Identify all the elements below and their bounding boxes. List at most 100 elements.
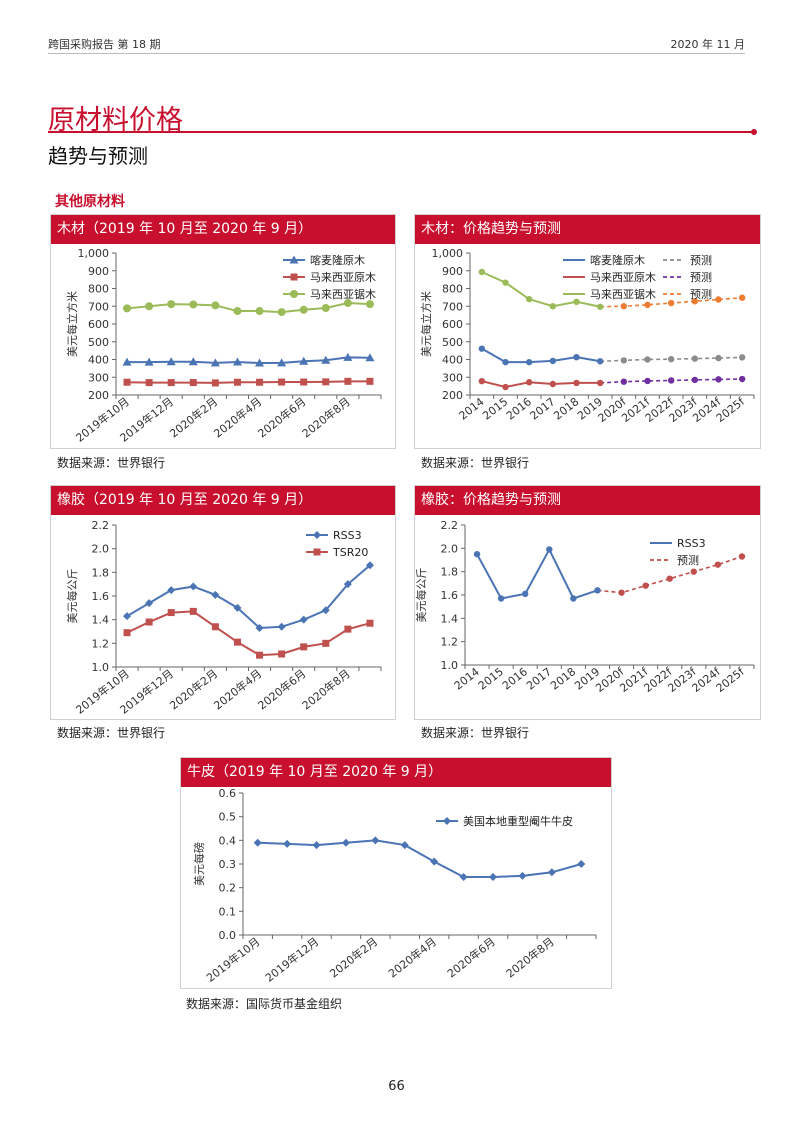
rubber-history-chart: 1.01.21.41.61.82.02.22019年10月2019年12月202… [65, 519, 382, 717]
x-tick-label: 2015 [476, 665, 506, 692]
header-date: 2020 年 11 月 [670, 38, 745, 51]
legend-label: 预测 [677, 554, 699, 567]
legend-label: 马来西亚锯木 [310, 287, 376, 301]
header-divider [48, 53, 745, 54]
forecast-point [738, 294, 746, 301]
legend: RSS3 TSR20 [306, 529, 368, 559]
data-point [256, 378, 264, 386]
page-subtitle: 趋势与预测 [48, 144, 148, 168]
series [123, 377, 374, 387]
data-point [525, 379, 533, 386]
chart-panel-wood-forecast: 木材：价格趋势与预测 200 300 400 500 600 700 800 900 1,000… [414, 214, 761, 449]
data-point [255, 623, 264, 632]
x-tick-label: 2017 [524, 665, 554, 692]
data-point [189, 300, 198, 309]
forecast-point [691, 298, 699, 305]
forecast-line [597, 555, 743, 594]
chart-panel-title: 木材（2019 年 10 月至 2020 年 9 月） [51, 215, 395, 244]
data-point [343, 352, 353, 361]
legend-label: TSR20 [332, 546, 368, 559]
legend-marker [313, 531, 321, 539]
forecast-point [667, 299, 675, 307]
page-number: 66 [388, 1079, 405, 1094]
legend-label: 预测 [690, 288, 712, 301]
data-point [596, 358, 604, 365]
rubber-history-source: 数据来源：世界银行 [57, 726, 166, 740]
data-point [344, 625, 352, 633]
y-axis-title: 美元每立方米 [65, 291, 79, 357]
data-point [549, 380, 557, 388]
data-point [211, 623, 219, 631]
series-line [127, 380, 370, 384]
data-point [573, 379, 580, 387]
legend-marker [290, 290, 298, 298]
data-point [299, 356, 309, 365]
data-point [299, 305, 308, 314]
y-axis-title: 美元每磅 [192, 842, 206, 886]
data-point [278, 650, 286, 658]
y-tick-label: 900 [88, 265, 109, 278]
series [478, 345, 746, 366]
y-tick-label: 1.2 [441, 636, 459, 649]
y-tick-label: 0.3 [219, 858, 237, 871]
data-point [478, 377, 486, 385]
forecast-point [738, 375, 746, 383]
series [123, 607, 374, 659]
title-rule [48, 131, 754, 133]
data-point [366, 619, 374, 627]
legend-label: 预测 [690, 271, 712, 284]
chart-panel-title: 橡胶：价格趋势与预测 [415, 486, 760, 515]
x-tick-label: 2015 [480, 395, 510, 422]
data-point [167, 300, 176, 309]
legend-label: 美国本地重型阉牛牛皮 [463, 814, 573, 828]
y-tick-label: 1.6 [441, 589, 459, 602]
forecast-point [715, 296, 722, 303]
y-tick-label: 500 [88, 336, 109, 349]
x-tick-label: 2018 [551, 395, 581, 422]
section-heading: 其他原材料 [55, 194, 125, 210]
data-point [322, 639, 330, 647]
data-point [573, 353, 580, 361]
data-point [321, 304, 330, 313]
y-tick-label: 1.8 [92, 566, 110, 579]
forecast-point [715, 376, 722, 383]
data-point [233, 603, 242, 612]
x-tick-label: 2020年2月 [327, 934, 381, 980]
y-tick-label: 1.4 [92, 614, 110, 627]
data-point [232, 357, 242, 366]
forecast-point [691, 376, 699, 384]
data-point [518, 871, 527, 880]
wood-forecast-chart: 2003004005006007008009001,00020142015201… [419, 247, 755, 425]
series [478, 375, 746, 391]
y-tick-label: 0.4 [219, 834, 237, 847]
data-point [365, 353, 375, 362]
y-axis-title: 美元每公斤 [65, 569, 79, 624]
data-point [123, 629, 131, 637]
chart-panel-rubber-history: 橡胶（2019 年 10 月至 2020 年 9 月） 1.0 1.2 1.4 1.6… [50, 485, 396, 720]
series [122, 352, 375, 367]
chart-panel-title: 牛皮（2019 年 10 月至 2020 年 9 月） [181, 758, 611, 787]
chart-panel-title: 木材：价格趋势与预测 [415, 215, 760, 244]
forecast-point [620, 303, 628, 310]
data-point [211, 301, 220, 310]
series [478, 268, 746, 310]
x-tick-label: 2017 [528, 395, 558, 422]
legend: 美国本地重型阉牛牛皮 [436, 814, 573, 828]
y-axis-title: 美元每立方米 [419, 291, 433, 357]
data-point [365, 561, 374, 570]
data-point [189, 582, 198, 591]
data-point [343, 580, 352, 589]
data-point [167, 586, 176, 595]
forecast-point [666, 575, 673, 582]
data-point [473, 550, 481, 558]
y-tick-label: 700 [88, 300, 109, 313]
data-point [549, 303, 557, 310]
y-axis-title: 美元每公斤 [415, 568, 428, 623]
data-point [189, 607, 197, 615]
y-tick-label: 0.1 [219, 905, 237, 918]
y-tick-label: 2.0 [441, 542, 459, 555]
data-point [256, 651, 264, 659]
legend-marker [443, 817, 451, 825]
series [123, 299, 374, 317]
